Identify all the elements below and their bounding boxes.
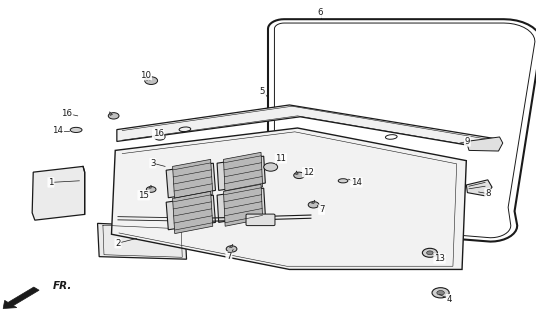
Polygon shape — [144, 76, 149, 81]
Polygon shape — [217, 156, 265, 190]
FancyArrow shape — [3, 287, 39, 308]
Circle shape — [264, 163, 278, 171]
Text: 9: 9 — [465, 137, 470, 146]
Polygon shape — [466, 180, 492, 196]
Polygon shape — [166, 163, 215, 198]
Polygon shape — [32, 166, 85, 220]
Text: 8: 8 — [485, 189, 490, 198]
Polygon shape — [224, 184, 263, 226]
Polygon shape — [296, 171, 298, 174]
Text: 16: 16 — [62, 109, 72, 118]
Text: 16: 16 — [153, 129, 163, 138]
Ellipse shape — [70, 127, 82, 132]
Polygon shape — [111, 128, 466, 269]
Text: 2: 2 — [115, 239, 121, 248]
Polygon shape — [157, 132, 159, 136]
Polygon shape — [166, 195, 215, 230]
Polygon shape — [224, 152, 263, 194]
Polygon shape — [268, 19, 536, 242]
FancyBboxPatch shape — [246, 214, 275, 226]
Text: 5: 5 — [260, 87, 265, 96]
Circle shape — [108, 113, 119, 119]
Circle shape — [145, 77, 158, 84]
Polygon shape — [117, 105, 498, 150]
Circle shape — [427, 251, 433, 255]
Text: FR.: FR. — [53, 281, 72, 291]
Text: 7: 7 — [226, 252, 232, 261]
Circle shape — [154, 134, 165, 140]
Text: 6: 6 — [318, 8, 323, 17]
Circle shape — [422, 248, 437, 257]
Polygon shape — [148, 185, 151, 188]
Circle shape — [308, 202, 319, 208]
Text: 12: 12 — [303, 168, 314, 177]
Text: 14: 14 — [351, 178, 362, 187]
Text: 13: 13 — [434, 254, 445, 263]
Text: 10: 10 — [140, 71, 151, 80]
Text: 11: 11 — [276, 154, 286, 163]
Polygon shape — [466, 137, 503, 151]
Text: 4: 4 — [446, 295, 452, 304]
Circle shape — [294, 172, 304, 179]
Text: 14: 14 — [53, 126, 63, 135]
Polygon shape — [109, 112, 113, 116]
Polygon shape — [229, 244, 233, 248]
Circle shape — [226, 246, 237, 252]
Circle shape — [146, 187, 156, 192]
Polygon shape — [311, 200, 315, 204]
Circle shape — [437, 291, 444, 295]
Text: 1: 1 — [48, 178, 54, 187]
Polygon shape — [98, 223, 187, 259]
Polygon shape — [173, 159, 213, 202]
Polygon shape — [173, 191, 213, 234]
Text: 15: 15 — [138, 191, 149, 200]
Ellipse shape — [338, 179, 348, 183]
Text: 3: 3 — [150, 159, 155, 168]
Polygon shape — [217, 188, 265, 222]
Text: 7: 7 — [319, 205, 324, 214]
Circle shape — [432, 288, 449, 298]
